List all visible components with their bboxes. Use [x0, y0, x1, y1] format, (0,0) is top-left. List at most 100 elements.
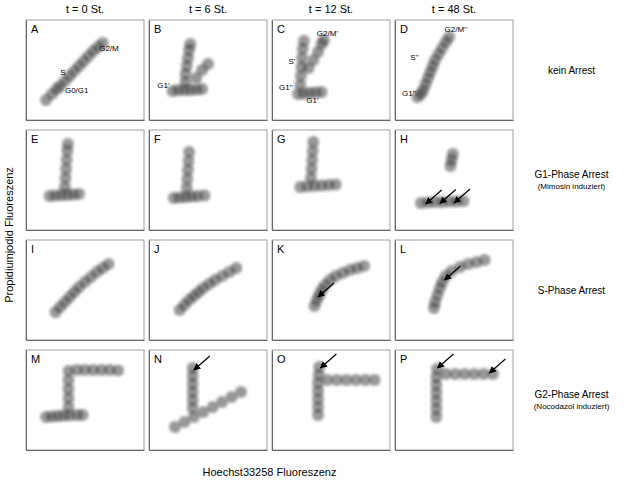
axis-line: [273, 120, 391, 121]
x-axis: [150, 450, 268, 451]
arrow: [440, 190, 456, 204]
plot-area: [50, 258, 115, 318]
x-axis: [27, 340, 145, 341]
plot-area: [428, 254, 491, 314]
plot-frame: [395, 240, 513, 340]
y-axis: [26, 241, 27, 341]
panel: A G2/M SG0/G1: [26, 20, 145, 121]
x-axis: [396, 120, 514, 121]
panel-letter: L: [400, 243, 406, 255]
panel-letter: P: [400, 353, 407, 365]
x-axis: [273, 230, 391, 231]
annotation: G2/M': [317, 29, 339, 38]
row-label: S-Phase Arrest: [538, 285, 605, 296]
axis-line: [26, 351, 27, 451]
y-axis: [272, 241, 273, 341]
axis-line: [396, 340, 514, 341]
plot-frame: [149, 20, 267, 120]
x-axis: [273, 340, 391, 341]
annotation: G1': [157, 81, 170, 90]
axis-line: [149, 21, 150, 121]
axis-line: [27, 450, 145, 451]
axis-line: [273, 450, 391, 451]
plot-frame: [272, 130, 390, 230]
panel: H: [395, 130, 514, 231]
cell-cloud: [358, 260, 370, 272]
arrow: [445, 266, 461, 280]
panel-letter: K: [277, 243, 285, 255]
plot-frame: [26, 240, 144, 340]
axis-line: [395, 351, 396, 451]
axis-line: [272, 351, 273, 451]
y-axis: [149, 241, 150, 341]
arrow: [489, 359, 505, 373]
cell-cloud: [230, 262, 242, 274]
annotation: S'': [410, 53, 419, 62]
axis-line: [396, 450, 514, 451]
arrow: [320, 354, 336, 368]
annotation: G1': [306, 96, 319, 105]
axis-line: [26, 21, 27, 121]
axis-line: [395, 21, 396, 121]
row-label: G1-Phase Arrest: [535, 169, 609, 180]
y-axis: [395, 131, 396, 231]
plot-area: [44, 138, 86, 202]
plot-frame: [149, 240, 267, 340]
axis-line: [396, 230, 514, 231]
cell-cloud: [62, 138, 74, 150]
y-axis: [26, 351, 27, 451]
cell-cloud: [235, 386, 247, 398]
x-axis: [27, 120, 145, 121]
panel: L: [395, 240, 514, 341]
panel-letter: O: [277, 353, 286, 365]
annotation: G1'': [279, 83, 293, 92]
annotation: G2/M: [99, 44, 119, 53]
panel: G: [272, 130, 391, 231]
x-axis: [396, 340, 514, 341]
panel: K: [272, 240, 391, 341]
panel: N: [149, 350, 268, 451]
column-title: t = 12 St.: [309, 3, 353, 15]
annotation: G1'': [402, 89, 416, 98]
axis-line: [26, 241, 27, 341]
axis-line: [273, 230, 391, 231]
plot-frame: [26, 350, 144, 450]
x-axis: [27, 450, 145, 451]
cell-cloud: [447, 148, 459, 160]
cell-cloud: [183, 146, 195, 158]
plot-frame: [272, 240, 390, 340]
plot-frame: [26, 20, 144, 120]
cell-cloud: [307, 136, 319, 148]
x-axis: [273, 120, 391, 121]
x-axis: [150, 120, 268, 121]
panel: E: [26, 130, 145, 231]
cell-cloud: [184, 38, 196, 50]
y-axis-title: Propidiumjodid Fluoreszenz: [3, 167, 15, 303]
panel: CG2/M'S'G1''G1': [272, 20, 391, 121]
axis-line: [273, 340, 391, 341]
axis-line: [149, 241, 150, 341]
x-axis: [396, 230, 514, 231]
cell-cloud: [330, 179, 342, 191]
y-axis: [149, 351, 150, 451]
x-axis: [150, 230, 268, 231]
axis-line: [396, 120, 514, 121]
plot-frame: [272, 350, 390, 450]
axis-line: [26, 131, 27, 231]
axis-line: [395, 241, 396, 341]
cell-cloud: [196, 83, 208, 95]
axis-line: [27, 230, 145, 231]
row-label: G2-Phase Arrest: [535, 389, 609, 400]
annotation: G0/G1: [65, 86, 89, 95]
panel: O: [272, 350, 391, 451]
x-axis: [150, 340, 268, 341]
plot-frame: [149, 350, 267, 450]
y-axis: [395, 241, 396, 341]
cell-cloud: [77, 409, 89, 421]
annotation: G2/M'': [445, 25, 468, 34]
annotation: S: [60, 68, 65, 77]
plot-area: [312, 361, 381, 421]
panel-letter: A: [31, 23, 39, 35]
axis-line: [27, 120, 145, 121]
axis-line: [150, 450, 268, 451]
